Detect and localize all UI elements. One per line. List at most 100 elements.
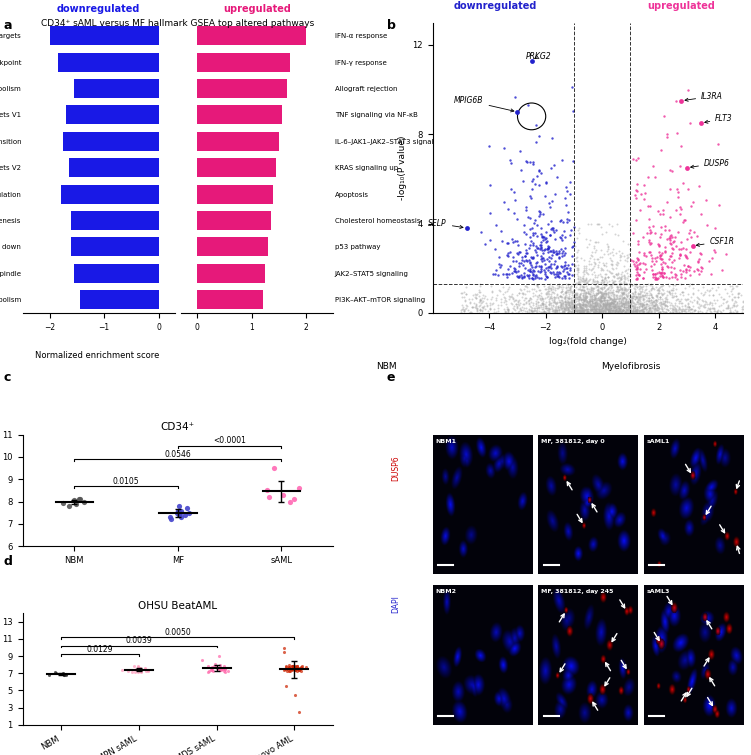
Point xyxy=(602,294,614,306)
Point xyxy=(502,237,514,249)
Point xyxy=(632,298,644,310)
Point xyxy=(608,300,620,313)
Point xyxy=(613,245,625,257)
Point xyxy=(535,290,547,302)
Point xyxy=(206,661,218,673)
Point xyxy=(552,300,564,312)
Point xyxy=(580,294,592,306)
Point xyxy=(599,295,611,307)
Point xyxy=(476,291,488,304)
Point xyxy=(560,304,572,316)
Point xyxy=(569,289,581,301)
Point xyxy=(209,658,221,670)
Point xyxy=(535,239,547,251)
Point xyxy=(550,279,562,291)
Point xyxy=(680,263,692,275)
Point xyxy=(581,301,593,313)
Point xyxy=(657,297,669,310)
Point xyxy=(598,287,610,299)
Point xyxy=(482,306,494,318)
Point xyxy=(608,294,620,307)
Point xyxy=(542,293,554,305)
Point xyxy=(728,291,740,303)
Point xyxy=(519,239,531,251)
Point xyxy=(547,285,559,297)
Point xyxy=(609,278,621,290)
Point xyxy=(564,262,576,274)
Point xyxy=(647,282,659,294)
Point xyxy=(616,306,628,318)
Point xyxy=(207,664,219,676)
Point xyxy=(602,288,614,300)
Point xyxy=(614,305,626,317)
Point xyxy=(294,661,306,673)
Point xyxy=(530,305,542,317)
Point xyxy=(597,305,609,317)
Point xyxy=(566,291,578,304)
Point xyxy=(674,295,686,307)
Point xyxy=(559,297,571,309)
Point xyxy=(562,206,575,218)
Point xyxy=(644,302,656,314)
Point xyxy=(638,301,650,313)
Point xyxy=(633,304,645,316)
Point xyxy=(591,297,603,310)
Point xyxy=(559,304,571,316)
Point xyxy=(633,305,645,317)
Point xyxy=(633,291,645,304)
Point xyxy=(540,177,552,190)
Point xyxy=(587,306,599,318)
Point xyxy=(617,304,629,316)
Point xyxy=(582,303,594,315)
Point xyxy=(549,233,561,245)
Point xyxy=(559,242,572,254)
Point xyxy=(541,243,553,255)
Point xyxy=(649,294,661,306)
Point xyxy=(179,509,192,521)
Point xyxy=(664,237,676,249)
Point xyxy=(657,297,669,310)
Point xyxy=(589,303,601,315)
Point xyxy=(720,248,732,260)
Point xyxy=(661,296,673,308)
Point xyxy=(541,271,553,283)
Point xyxy=(653,306,665,318)
Point xyxy=(586,288,598,300)
Point xyxy=(527,251,539,263)
Point xyxy=(618,301,630,313)
Point xyxy=(581,306,593,318)
Point xyxy=(582,304,594,316)
Point xyxy=(291,661,303,673)
Point xyxy=(576,304,588,316)
Point xyxy=(599,272,611,284)
Point xyxy=(647,282,659,294)
Point xyxy=(728,300,740,312)
Point xyxy=(629,280,641,292)
Point xyxy=(574,279,586,291)
Point xyxy=(608,302,620,314)
Point xyxy=(667,236,679,248)
Point xyxy=(657,256,669,268)
Point xyxy=(565,176,577,188)
Point xyxy=(581,303,593,315)
Point xyxy=(641,291,653,304)
Point xyxy=(639,288,651,300)
Point xyxy=(620,306,632,318)
Point xyxy=(605,302,617,314)
Point xyxy=(569,240,581,252)
Point xyxy=(541,253,553,265)
Point xyxy=(581,291,593,303)
Point xyxy=(608,300,620,313)
Point xyxy=(135,666,147,678)
Point xyxy=(594,295,606,307)
Point xyxy=(569,278,581,290)
Point xyxy=(596,282,608,294)
Point xyxy=(600,288,612,300)
Point xyxy=(531,170,543,182)
Point xyxy=(665,302,677,314)
Point xyxy=(578,300,590,312)
Point xyxy=(578,297,590,310)
Point xyxy=(594,301,606,313)
Point xyxy=(540,283,552,295)
Point xyxy=(623,307,635,319)
